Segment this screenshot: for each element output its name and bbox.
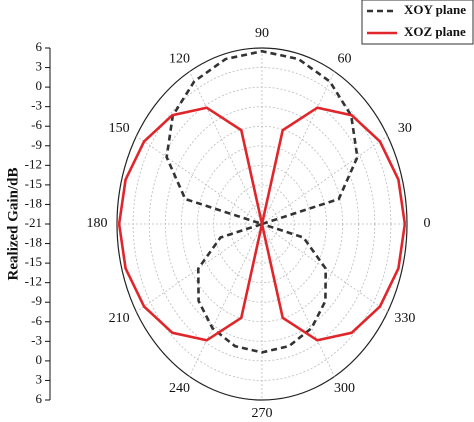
grid-spoke — [189, 71, 263, 225]
y-tick-label: 3 — [36, 371, 43, 386]
y-tick-label: -9 — [31, 137, 42, 152]
y-tick-label: -3 — [31, 332, 42, 347]
y-tick-label: 0 — [36, 78, 43, 93]
y-tick-label: -15 — [25, 254, 42, 269]
y-tick-label: -9 — [31, 293, 42, 308]
angle-label: 240 — [169, 381, 190, 396]
y-tick-label: -18 — [25, 235, 42, 250]
y-tick-label: 3 — [36, 59, 43, 74]
angle-label: 30 — [398, 121, 412, 136]
y-tick-label: -6 — [31, 117, 42, 132]
grid-spoke — [261, 223, 335, 377]
y-tick-label: -3 — [31, 98, 42, 113]
y-tick-label: -15 — [25, 176, 42, 191]
angle-label: 0 — [424, 216, 431, 231]
angle-label: 90 — [255, 26, 269, 41]
angle-label: 330 — [394, 311, 415, 326]
grid-spoke — [189, 223, 263, 377]
angle-label: 270 — [252, 406, 273, 421]
angle-label: 150 — [109, 121, 130, 136]
y-tick-label: -18 — [25, 195, 42, 210]
angle-label: 120 — [169, 52, 190, 67]
grid-spoke — [261, 135, 388, 225]
y-axis-label: Realized Gain/dB — [5, 168, 21, 281]
y-tick-label: -12 — [25, 274, 42, 289]
angle-label: 60 — [338, 52, 352, 67]
series-line — [117, 106, 407, 342]
legend-label: XOY plane — [404, 2, 466, 17]
legend-label: XOZ plane — [404, 24, 466, 39]
y-tick-label: -6 — [31, 313, 42, 328]
angle-label: 180 — [87, 216, 108, 231]
grid-spoke — [261, 71, 335, 225]
series-line — [165, 49, 359, 354]
y-tick-label: 0 — [36, 352, 43, 367]
angle-label: 210 — [109, 311, 130, 326]
y-tick-label: 6 — [36, 391, 43, 406]
legend-box — [361, 0, 474, 45]
angle-label: 300 — [334, 381, 355, 396]
y-tick-label: -21 — [25, 215, 42, 230]
y-tick-label: -12 — [25, 156, 42, 171]
grid-spoke — [136, 135, 263, 225]
y-tick-label: 6 — [36, 39, 43, 54]
